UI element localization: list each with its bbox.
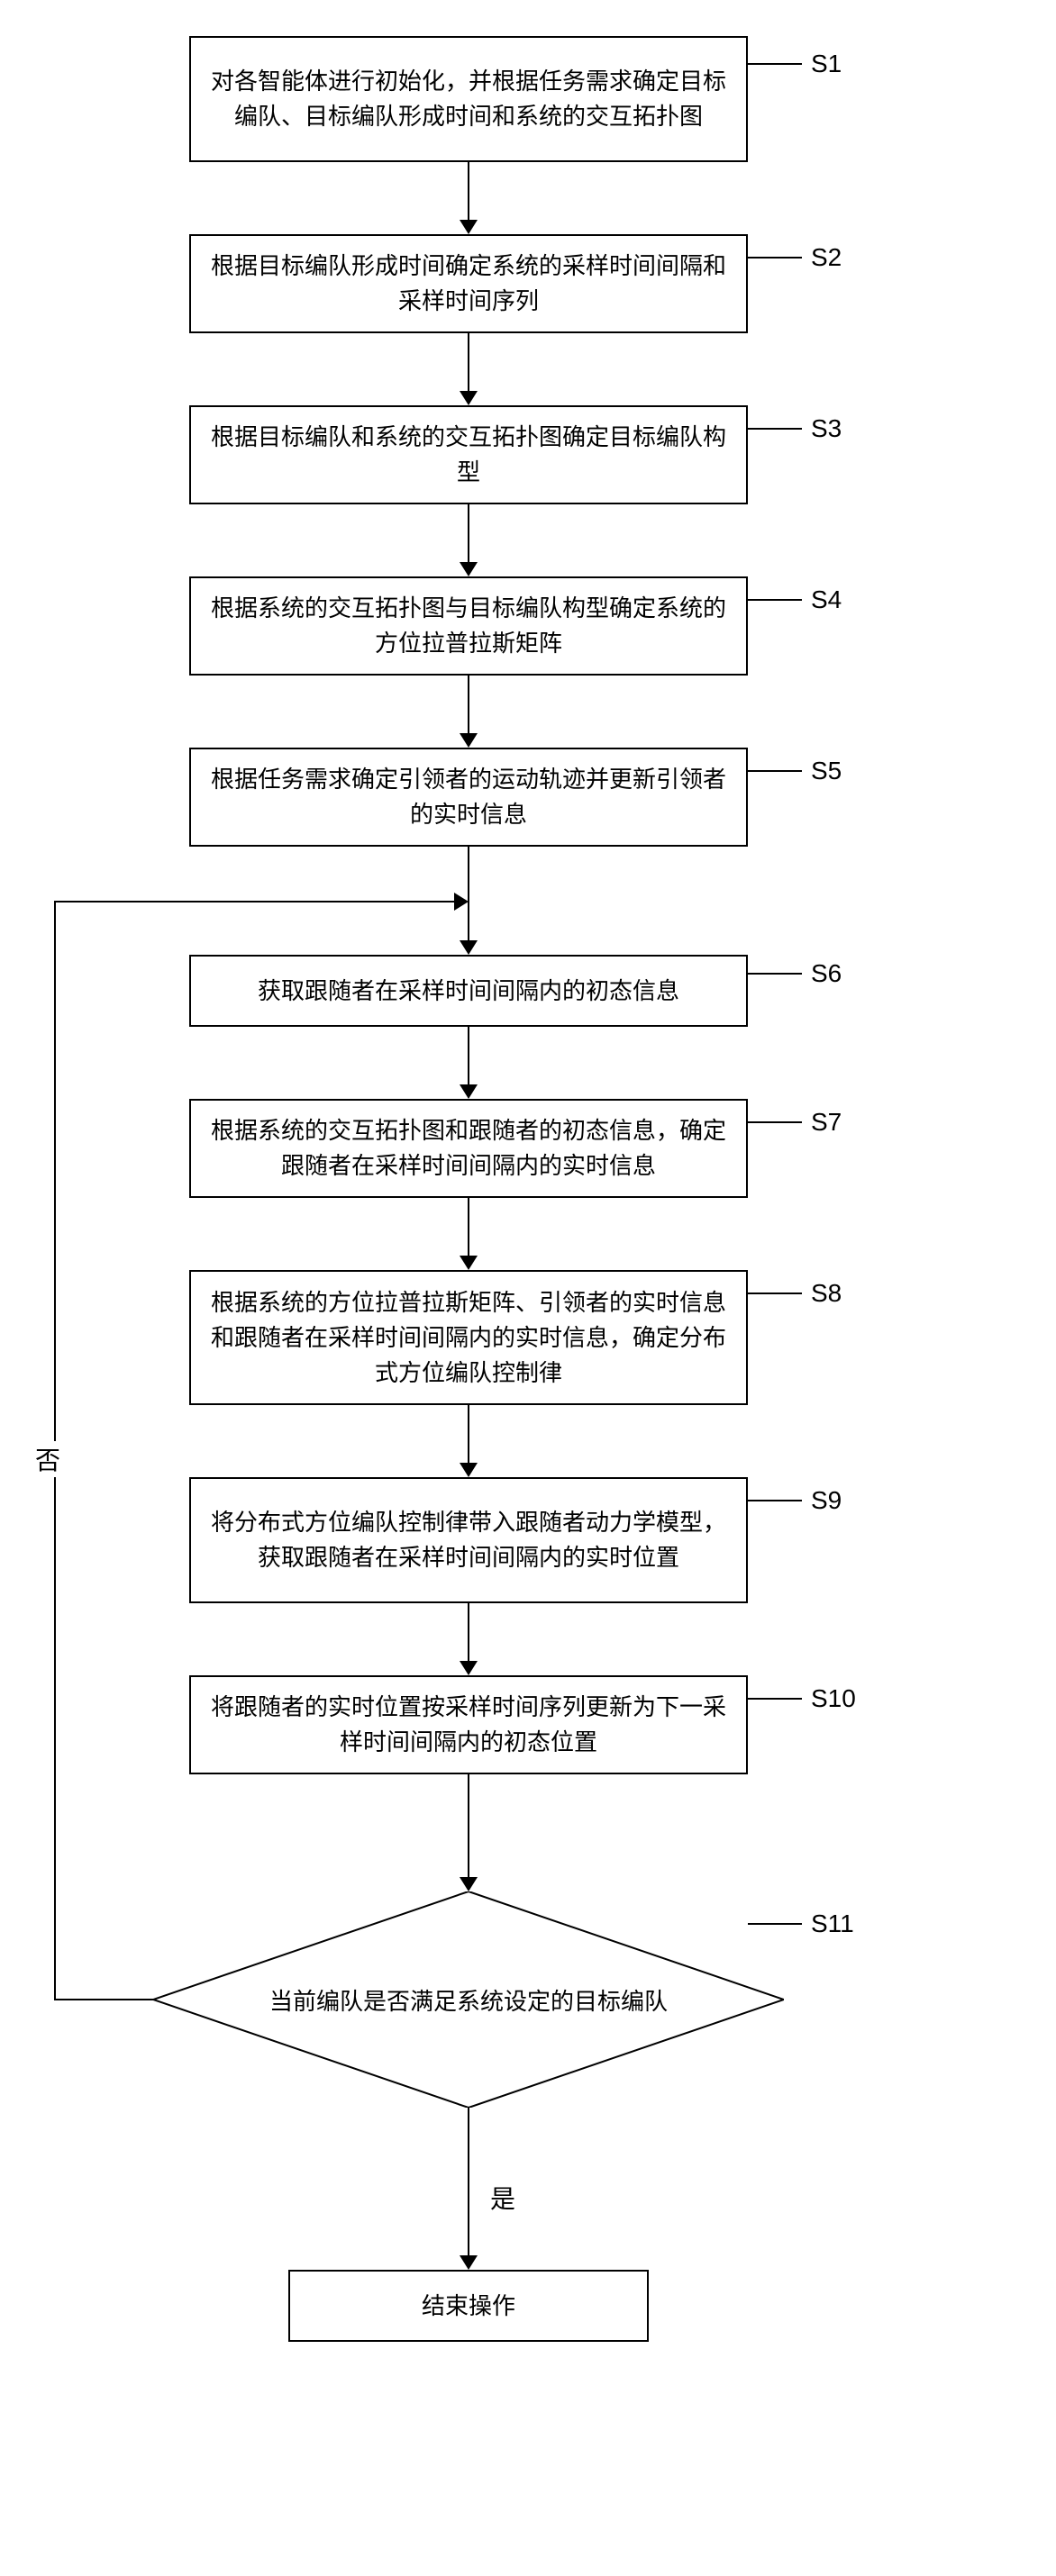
decision-text: 当前编队是否满足系统设定的目标编队 [269, 1983, 668, 2017]
label-connector [748, 257, 802, 259]
step-label-s10: S10 [811, 1684, 856, 1713]
arrow-head [460, 2255, 478, 2270]
step-s7: 根据系统的交互拓扑图和跟随者的初态信息，确定跟随者在采样时间间隔内的实时信息 [189, 1099, 748, 1198]
step-text: 获取跟随者在采样时间间隔内的初态信息 [258, 974, 679, 1009]
label-connector [748, 1293, 802, 1294]
label-connector [748, 428, 802, 430]
arrow-head [460, 1463, 478, 1477]
step-label-s9: S9 [811, 1486, 842, 1515]
arrow-line [468, 504, 469, 562]
label-connector [748, 1698, 802, 1700]
step-label-s1: S1 [811, 50, 842, 78]
arrow-line [468, 1198, 469, 1256]
step-text: 对各智能体进行初始化，并根据任务需求确定目标编队、目标编队形成时间和系统的交互拓… [209, 64, 728, 134]
loop-line-right [54, 901, 454, 903]
arrow-head [460, 562, 478, 576]
arrow-head [460, 940, 478, 955]
step-text: 根据系统的方位拉普拉斯矩阵、引领者的实时信息和跟随者在采样时间间隔内的实时信息，… [209, 1285, 728, 1391]
arrow-head [460, 1661, 478, 1675]
step-label-s8: S8 [811, 1279, 842, 1308]
step-text: 将分布式方位编队控制律带入跟随者动力学模型，获取跟随者在采样时间间隔内的实时位置 [209, 1505, 728, 1575]
arrow-line [468, 1774, 469, 1877]
yes-label: 是 [487, 2180, 519, 2216]
loop-line-left [54, 1999, 153, 2000]
decision-s11: 当前编队是否满足系统设定的目标编队 [153, 1891, 784, 2108]
step-s3: 根据目标编队和系统的交互拓扑图确定目标编队构型 [189, 405, 748, 504]
step-s6: 获取跟随者在采样时间间隔内的初态信息 [189, 955, 748, 1027]
label-connector [748, 973, 802, 975]
arrow-line [468, 333, 469, 391]
step-s10: 将跟随者的实时位置按采样时间序列更新为下一采样时间间隔内的初态位置 [189, 1675, 748, 1774]
arrow-line [468, 676, 469, 733]
arrow-head [460, 391, 478, 405]
arrow-line [468, 1603, 469, 1661]
label-connector [748, 1923, 802, 1925]
arrow-line [468, 1405, 469, 1463]
step-text: 结束操作 [422, 2289, 515, 2324]
step-s1: 对各智能体进行初始化，并根据任务需求确定目标编队、目标编队形成时间和系统的交互拓… [189, 36, 748, 162]
loop-arrow-head [454, 893, 469, 911]
step-text: 根据任务需求确定引领者的运动轨迹并更新引领者的实时信息 [209, 762, 728, 832]
arrow-line [468, 1027, 469, 1084]
step-text: 根据系统的交互拓扑图与目标编队构型确定系统的方位拉普拉斯矩阵 [209, 591, 728, 661]
step-s5: 根据任务需求确定引领者的运动轨迹并更新引领者的实时信息 [189, 748, 748, 847]
arrow-line-yes [468, 2108, 469, 2255]
step-label-s4: S4 [811, 585, 842, 614]
step-text: 根据目标编队和系统的交互拓扑图确定目标编队构型 [209, 420, 728, 490]
step-s8: 根据系统的方位拉普拉斯矩阵、引领者的实时信息和跟随者在采样时间间隔内的实时信息，… [189, 1270, 748, 1405]
label-connector [748, 1500, 802, 1501]
step-label-s11: S11 [811, 1909, 854, 1938]
step-s4: 根据系统的交互拓扑图与目标编队构型确定系统的方位拉普拉斯矩阵 [189, 576, 748, 676]
step-label-s5: S5 [811, 757, 842, 785]
arrow-head [460, 220, 478, 234]
label-connector [748, 770, 802, 772]
step-text: 根据系统的交互拓扑图和跟随者的初态信息，确定跟随者在采样时间间隔内的实时信息 [209, 1113, 728, 1184]
step-label-s3: S3 [811, 414, 842, 443]
step-s2: 根据目标编队形成时间确定系统的采样时间间隔和采样时间序列 [189, 234, 748, 333]
flowchart-container: 对各智能体进行初始化，并根据任务需求确定目标编队、目标编队形成时间和系统的交互拓… [0, 36, 1056, 2540]
step-s9: 将分布式方位编队控制律带入跟随者动力学模型，获取跟随者在采样时间间隔内的实时位置 [189, 1477, 748, 1603]
label-connector [748, 63, 802, 65]
arrow-head [460, 1877, 478, 1891]
arrow-head [460, 1256, 478, 1270]
label-connector [748, 599, 802, 601]
arrow-line [468, 162, 469, 220]
no-label: 否 [32, 1441, 64, 1477]
step-text: 将跟随者的实时位置按采样时间序列更新为下一采样时间间隔内的初态位置 [209, 1690, 728, 1760]
arrow-head [460, 733, 478, 748]
arrow-head [460, 1084, 478, 1099]
step-end: 结束操作 [288, 2270, 649, 2342]
step-label-s7: S7 [811, 1108, 842, 1137]
label-connector [748, 1121, 802, 1123]
step-label-s6: S6 [811, 959, 842, 988]
step-text: 根据目标编队形成时间确定系统的采样时间间隔和采样时间序列 [209, 249, 728, 319]
step-label-s2: S2 [811, 243, 842, 272]
